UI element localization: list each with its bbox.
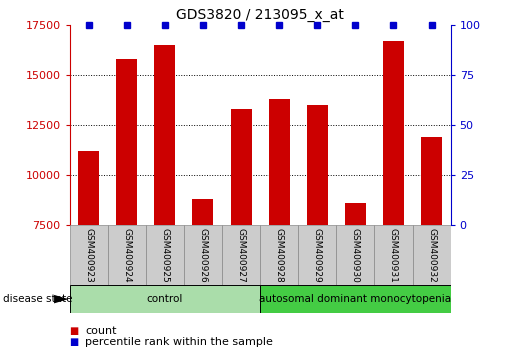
Bar <box>307 105 328 225</box>
Text: control: control <box>147 294 183 304</box>
Bar <box>336 225 374 285</box>
Text: GSM400927: GSM400927 <box>236 228 246 283</box>
Bar <box>146 225 184 285</box>
Bar <box>383 41 404 225</box>
Text: GSM400925: GSM400925 <box>160 228 169 283</box>
Text: GSM400928: GSM400928 <box>274 228 284 283</box>
Text: count: count <box>85 326 116 336</box>
Polygon shape <box>54 295 68 303</box>
Bar <box>193 199 213 225</box>
Bar <box>222 225 260 285</box>
Bar <box>260 225 298 285</box>
Text: GSM400924: GSM400924 <box>122 228 131 283</box>
Bar <box>116 59 137 225</box>
Text: ■: ■ <box>70 326 79 336</box>
Bar <box>231 109 251 225</box>
Text: GSM400931: GSM400931 <box>389 228 398 283</box>
Text: GSM400930: GSM400930 <box>351 228 360 283</box>
Bar <box>108 225 146 285</box>
Bar <box>184 225 222 285</box>
Bar <box>269 99 289 225</box>
Text: disease state: disease state <box>3 294 72 304</box>
Bar <box>345 203 366 225</box>
Text: ■: ■ <box>70 337 79 347</box>
Text: GSM400932: GSM400932 <box>427 228 436 283</box>
Bar <box>374 225 413 285</box>
Bar <box>78 151 99 225</box>
Text: autosomal dominant monocytopenia: autosomal dominant monocytopenia <box>259 294 452 304</box>
Bar <box>413 225 451 285</box>
Text: GSM400929: GSM400929 <box>313 228 322 283</box>
Title: GDS3820 / 213095_x_at: GDS3820 / 213095_x_at <box>176 8 344 22</box>
Text: percentile rank within the sample: percentile rank within the sample <box>85 337 273 347</box>
Text: GSM400923: GSM400923 <box>84 228 93 283</box>
Bar <box>70 285 260 313</box>
Bar <box>298 225 336 285</box>
Bar <box>421 137 442 225</box>
Bar <box>154 45 175 225</box>
Bar <box>70 225 108 285</box>
Bar <box>260 285 451 313</box>
Text: GSM400926: GSM400926 <box>198 228 208 283</box>
